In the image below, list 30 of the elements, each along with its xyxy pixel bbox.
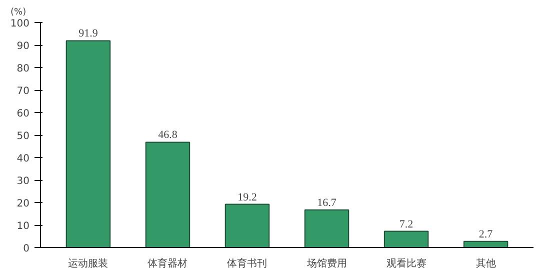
bar: [304, 209, 350, 248]
data-label: 2.7: [478, 228, 494, 240]
data-label: 7.2: [399, 218, 414, 230]
y-tick-label: 40: [16, 154, 30, 164]
x-tick-label: 其他: [476, 258, 496, 270]
x-tick-label: 观看比赛: [386, 258, 426, 270]
y-axis-title: (%): [10, 8, 26, 18]
bar: [145, 142, 190, 248]
data-label: 46.8: [158, 129, 178, 142]
y-tick-label: 20: [16, 198, 30, 210]
bar: [463, 240, 508, 248]
bar: [66, 40, 111, 248]
y-tick-label: 80: [16, 64, 30, 74]
data-label: 19.2: [238, 191, 257, 204]
y-tick-label: 10: [16, 221, 30, 232]
x-tick-label: 场馆费用: [306, 258, 347, 270]
data-label: 16.7: [317, 196, 337, 209]
x-tick-label: 体育器材: [148, 258, 188, 270]
bar: [384, 230, 429, 248]
y-tick-label: 30: [16, 176, 30, 187]
y-tick-label: 70: [16, 86, 30, 97]
y-tick-label: 100: [10, 18, 30, 30]
y-tick-label: 60: [16, 108, 30, 120]
data-label: 91.9: [78, 28, 98, 40]
x-tick-label: 体育书刊: [227, 258, 268, 270]
bar: [224, 204, 270, 248]
x-tick-label: 运动服装: [68, 258, 108, 270]
y-tick-label: 0: [23, 244, 30, 254]
y-tick-label: 50: [16, 131, 30, 142]
y-tick-label: 90: [16, 41, 30, 52]
